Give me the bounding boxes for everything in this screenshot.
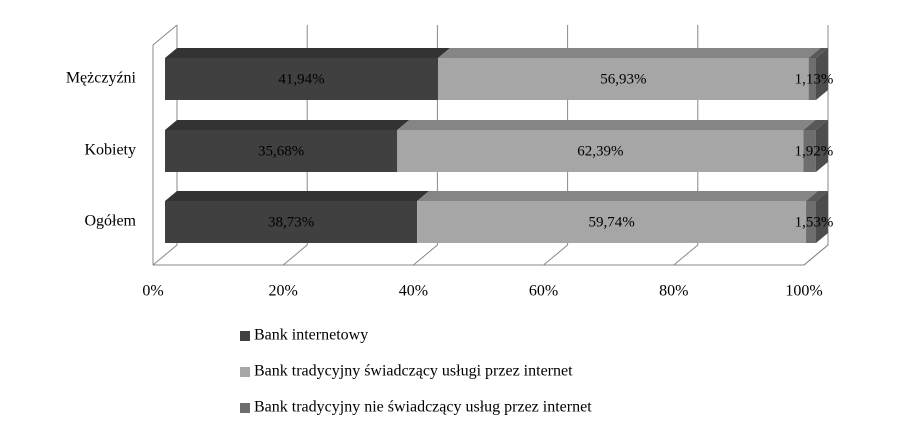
bar-top	[165, 48, 451, 58]
value-label: 1,13%	[795, 71, 834, 87]
legend-swatch	[240, 331, 250, 341]
bar-top	[808, 48, 828, 58]
bar	[438, 58, 809, 100]
bar-top	[397, 120, 816, 130]
floor	[153, 244, 829, 266]
bar-top	[165, 120, 410, 130]
bar-side	[816, 48, 828, 100]
value-label: 59,74%	[588, 214, 634, 230]
legend-swatch	[240, 403, 250, 413]
value-label: 62,39%	[577, 143, 623, 159]
bar	[165, 130, 398, 172]
bar-top	[417, 191, 819, 201]
value-label: 35,68%	[258, 143, 304, 159]
bar	[165, 201, 418, 243]
y-tick-label: Ogółem	[84, 213, 136, 230]
bar-top	[806, 191, 828, 201]
legend-swatch	[240, 367, 250, 377]
x-tick-label: 60%	[529, 283, 558, 300]
legend-label: Bank tradycyjny świadczący usługi przez …	[254, 363, 573, 380]
bar	[803, 130, 816, 172]
x-tick-label: 40%	[399, 283, 428, 300]
legend-label: Bank tradycyjny nie świadczący usług prz…	[254, 399, 592, 416]
y-tick-label: Kobiety	[84, 142, 136, 159]
bar	[417, 201, 807, 243]
bar	[165, 58, 439, 100]
bar	[808, 58, 816, 100]
x-tick-label: 0%	[142, 283, 163, 300]
value-label: 1,92%	[795, 143, 834, 159]
grid-line	[803, 25, 829, 266]
value-label: 56,93%	[600, 71, 646, 87]
side-wall	[152, 24, 178, 265]
bar-side	[815, 120, 828, 172]
value-label: 41,94%	[278, 71, 324, 87]
bar-side	[816, 191, 828, 243]
bar-top	[803, 120, 828, 130]
bar	[806, 201, 816, 243]
y-tick-label: Mężczyźni	[66, 70, 137, 87]
value-label: 1,53%	[795, 214, 834, 230]
bar	[397, 130, 804, 172]
bar-top	[438, 48, 821, 58]
bar-top	[165, 191, 430, 201]
x-tick-label: 80%	[659, 283, 688, 300]
value-label: 38,73%	[268, 214, 314, 230]
x-tick-label: 100%	[785, 283, 822, 300]
x-tick-label: 20%	[269, 283, 298, 300]
legend-label: Bank internetowy	[254, 327, 368, 344]
